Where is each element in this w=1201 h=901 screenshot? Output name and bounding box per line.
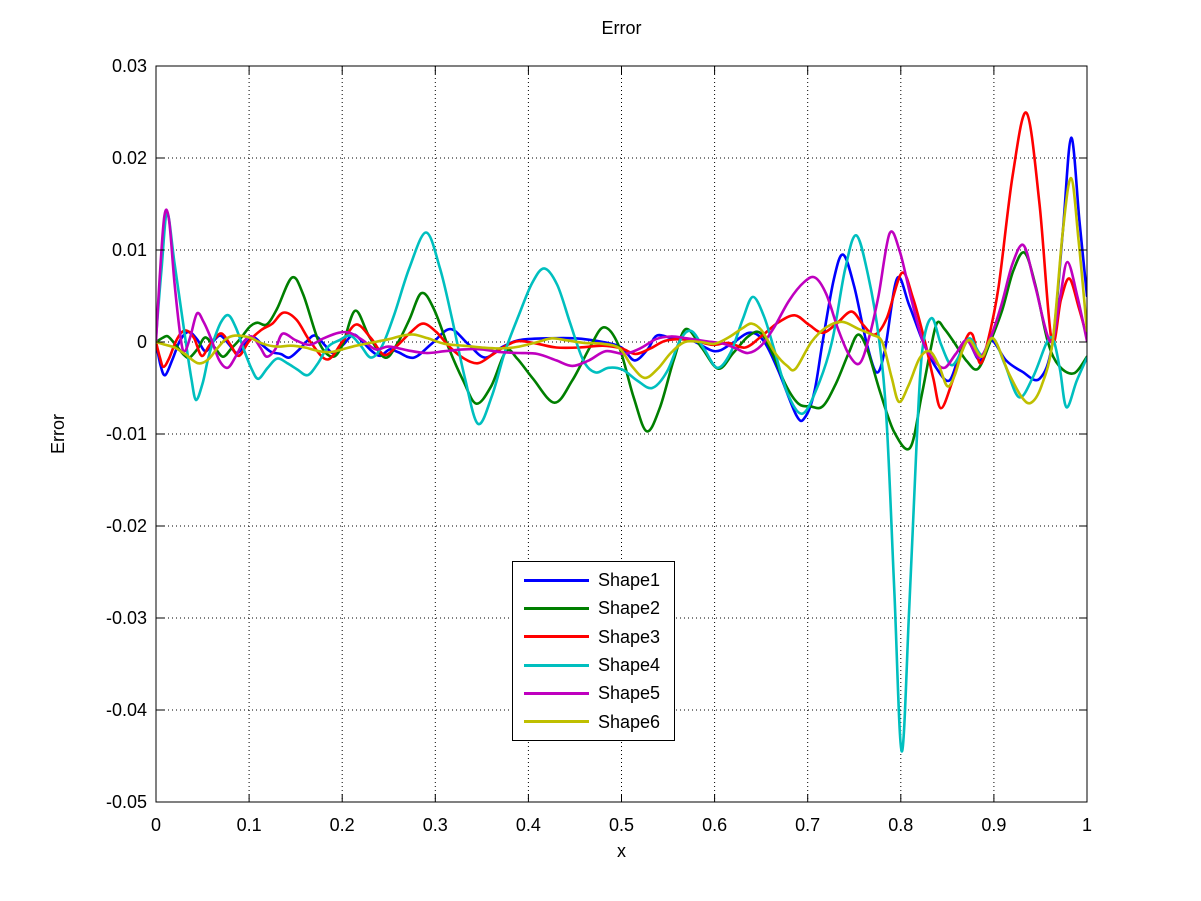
y-tick-label: 0.03 [112,56,147,76]
y-tick-label: 0.02 [112,148,147,168]
x-tick-label: 0.2 [330,815,355,835]
legend-line-swatch [524,606,589,610]
series-line-Shape6 [156,176,1087,405]
x-tick-label: 1 [1082,815,1092,835]
legend-entry-Shape5: Shape5 [513,684,674,702]
legend-line-swatch [524,720,589,724]
y-tick-label: -0.05 [106,792,147,812]
y-tick-label: -0.02 [106,516,147,536]
legend-entry-Shape1: Shape1 [513,571,674,589]
x-tick-label: 0.9 [981,815,1006,835]
legend-label: Shape5 [598,683,661,704]
y-tick-label: -0.04 [106,700,147,720]
y-tick-label: -0.03 [106,608,147,628]
legend-label: Shape3 [598,626,661,647]
legend-line-swatch [524,635,589,639]
x-tick-label: 0.1 [237,815,262,835]
x-tick-label: 0.7 [795,815,820,835]
x-tick-label: 0.5 [609,815,634,835]
x-tick-label: 0.8 [888,815,913,835]
tick-marks [155,65,1088,803]
x-tick-label: 0 [151,815,161,835]
legend-label: Shape6 [598,711,661,732]
chart-title: Error [601,18,642,38]
series-curves [156,111,1087,753]
legend-entry-Shape6: Shape6 [513,713,674,731]
legend-entry-Shape3: Shape3 [513,628,674,646]
legend-line-swatch [524,578,589,582]
legend-entry-Shape4: Shape4 [513,656,674,674]
series-line-Shape4 [156,211,1087,753]
series-line-Shape5 [156,208,1087,370]
x-tick-label: 0.4 [516,815,541,835]
y-tick-label: 0.01 [112,240,147,260]
legend-line-swatch [524,663,589,667]
legend-label: Shape1 [598,570,661,591]
legend-label: Shape4 [598,655,661,676]
y-tick-label: -0.01 [106,424,147,444]
x-axis-label: x [617,841,626,861]
x-tick-label: 0.3 [423,815,448,835]
legend-label: Shape2 [598,598,661,619]
x-tick-label: 0.6 [702,815,727,835]
legend-entry-Shape2: Shape2 [513,599,674,617]
grid-lines [156,66,1087,802]
y-tick-label: 0 [137,332,147,352]
series-line-Shape2 [156,251,1087,451]
legend-line-swatch [524,691,589,695]
legend: Shape1 Shape2 Shape3 Shape4 Shape5 Shape6 [512,561,675,741]
